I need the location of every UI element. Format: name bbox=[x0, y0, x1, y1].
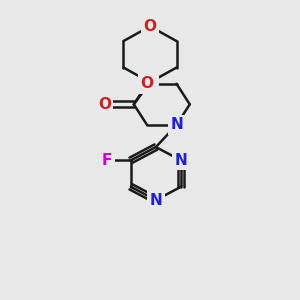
Text: N: N bbox=[149, 193, 162, 208]
Text: O: O bbox=[141, 76, 154, 91]
Text: O: O bbox=[143, 19, 157, 34]
Text: N: N bbox=[170, 118, 183, 133]
Text: N: N bbox=[144, 75, 156, 90]
Text: O: O bbox=[98, 97, 111, 112]
Text: N: N bbox=[175, 153, 187, 168]
Text: F: F bbox=[102, 153, 112, 168]
